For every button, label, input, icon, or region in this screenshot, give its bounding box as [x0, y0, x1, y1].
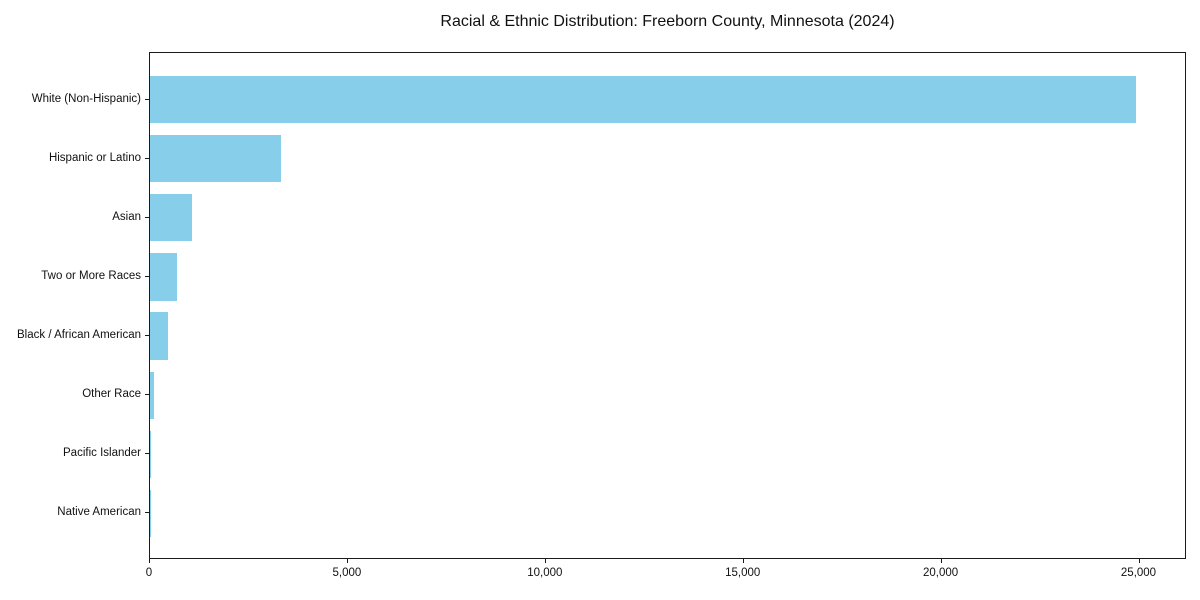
- y-tick-label: Other Race: [82, 388, 141, 401]
- bar: [150, 253, 177, 301]
- bar: [150, 430, 152, 478]
- x-tick: [149, 559, 150, 563]
- y-tick: [145, 335, 149, 337]
- y-tick-label: Hispanic or Latino: [48, 151, 141, 164]
- x-tick: [346, 559, 348, 563]
- y-tick-label: Pacific Islander: [63, 447, 141, 460]
- y-tick-label: Two or More Races: [41, 269, 141, 282]
- y-tick-label: Native American: [57, 506, 141, 519]
- y-tick: [145, 216, 149, 218]
- y-tick: [145, 394, 149, 396]
- x-tick: [742, 559, 744, 563]
- bar: [150, 371, 154, 419]
- y-tick-label: Black / African American: [17, 329, 141, 342]
- x-tick-label: 5,000: [332, 567, 362, 579]
- y-tick-label: Asian: [112, 210, 141, 223]
- chart-title: Racial & Ethnic Distribution: Freeborn C…: [440, 13, 895, 30]
- bar: [150, 194, 193, 242]
- bar: [150, 135, 281, 183]
- y-tick-label: White (Non-Hispanic): [31, 92, 141, 105]
- plot-area: [149, 52, 1186, 559]
- bar: [150, 76, 1136, 124]
- x-tick-label: 0: [145, 567, 153, 579]
- y-tick: [145, 275, 149, 277]
- x-tick-label: 25,000: [1120, 567, 1157, 579]
- y-tick: [145, 512, 149, 514]
- x-tick: [940, 559, 942, 563]
- x-tick-label: 20,000: [923, 567, 959, 579]
- y-tick: [145, 98, 149, 100]
- x-tick: [544, 559, 546, 563]
- y-tick: [145, 453, 149, 455]
- bar: [150, 312, 169, 360]
- x-tick-label: 15,000: [725, 567, 761, 579]
- x-tick: [1138, 559, 1140, 563]
- x-tick-label: 10,000: [527, 567, 563, 579]
- y-tick: [145, 157, 149, 159]
- bar: [150, 489, 151, 537]
